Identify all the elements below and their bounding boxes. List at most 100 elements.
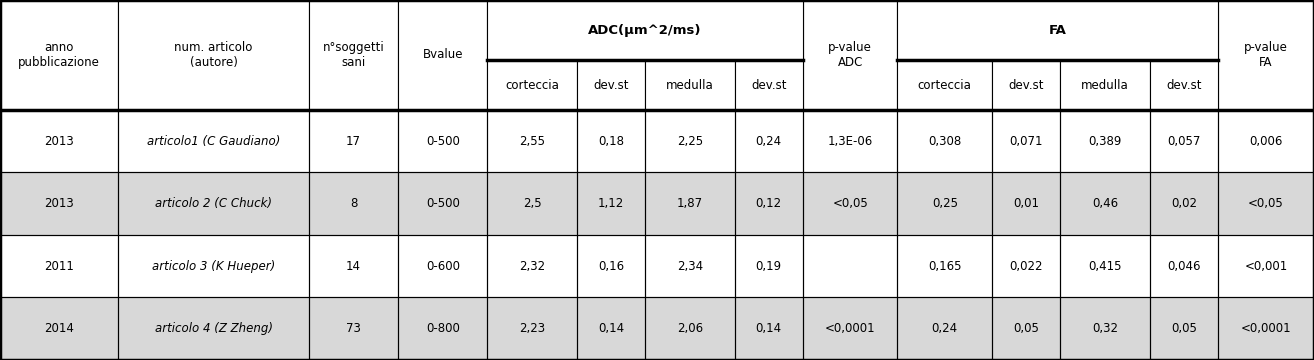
Text: 0,14: 0,14	[756, 322, 782, 335]
Bar	[398, 235, 487, 297]
Text: 2,5: 2,5	[523, 197, 541, 210]
Text: 0,165: 0,165	[928, 260, 962, 273]
Text: num. articolo
(autore): num. articolo (autore)	[175, 41, 252, 69]
Bar	[0, 297, 1314, 360]
Text: 0-800: 0-800	[426, 322, 460, 335]
Bar	[803, 110, 897, 172]
Bar	[645, 110, 735, 172]
Bar	[735, 110, 803, 172]
Bar	[1218, 0, 1314, 110]
Text: articolo 3 (K Hueper): articolo 3 (K Hueper)	[152, 260, 275, 273]
Text: 0,32: 0,32	[1092, 322, 1118, 335]
Bar	[0, 172, 1314, 235]
Text: 0,046: 0,046	[1167, 260, 1201, 273]
Text: dev.st: dev.st	[1166, 78, 1202, 91]
Bar	[118, 172, 309, 235]
Bar	[897, 235, 992, 297]
Text: 1,12: 1,12	[598, 197, 624, 210]
Bar	[1218, 172, 1314, 235]
Bar	[645, 60, 735, 110]
Bar	[0, 110, 1314, 172]
Bar	[577, 172, 645, 235]
Bar	[398, 0, 487, 110]
Bar	[992, 235, 1060, 297]
Bar	[992, 172, 1060, 235]
Text: 2,23: 2,23	[519, 322, 545, 335]
Text: 0,14: 0,14	[598, 322, 624, 335]
Bar	[309, 172, 398, 235]
Bar	[1150, 172, 1218, 235]
Bar	[1060, 235, 1150, 297]
Text: 0,18: 0,18	[598, 135, 624, 148]
Bar	[803, 172, 897, 235]
Text: articolo1 (C Gaudiano): articolo1 (C Gaudiano)	[147, 135, 280, 148]
Bar	[487, 172, 577, 235]
Text: 0,46: 0,46	[1092, 197, 1118, 210]
Bar	[118, 297, 309, 360]
Text: <0,001: <0,001	[1244, 260, 1288, 273]
Bar	[803, 0, 897, 110]
Bar	[1218, 235, 1314, 297]
Bar	[992, 60, 1060, 110]
Bar	[1150, 60, 1218, 110]
Bar	[897, 172, 992, 235]
Text: 0,022: 0,022	[1009, 260, 1043, 273]
Text: medulla: medulla	[666, 78, 714, 91]
Bar	[1060, 172, 1150, 235]
Bar	[735, 235, 803, 297]
Bar	[118, 110, 309, 172]
Text: p-value
ADC: p-value ADC	[828, 41, 872, 69]
Text: 2,25: 2,25	[677, 135, 703, 148]
Bar	[398, 172, 487, 235]
Bar	[992, 110, 1060, 172]
Bar	[803, 297, 897, 360]
Text: 0,071: 0,071	[1009, 135, 1043, 148]
Bar	[577, 60, 645, 110]
Bar	[645, 172, 735, 235]
Bar	[897, 110, 992, 172]
Bar	[577, 297, 645, 360]
Bar	[735, 172, 803, 235]
Bar	[1150, 297, 1218, 360]
Text: dev.st: dev.st	[1008, 78, 1045, 91]
Text: 0-600: 0-600	[426, 260, 460, 273]
Text: 0,25: 0,25	[932, 197, 958, 210]
Text: ADC(μm^2/ms): ADC(μm^2/ms)	[589, 24, 702, 37]
Text: 0,389: 0,389	[1088, 135, 1122, 148]
Bar	[487, 0, 803, 60]
Text: corteccia: corteccia	[917, 78, 972, 91]
Text: dev.st: dev.st	[750, 78, 787, 91]
Text: 0,05: 0,05	[1171, 322, 1197, 335]
Bar	[645, 297, 735, 360]
Bar	[0, 235, 118, 297]
Bar	[1150, 110, 1218, 172]
Text: n°soggetti
sani: n°soggetti sani	[323, 41, 384, 69]
Text: dev.st: dev.st	[593, 78, 629, 91]
Bar	[1218, 297, 1314, 360]
Bar	[1060, 297, 1150, 360]
Bar	[487, 297, 577, 360]
Text: corteccia: corteccia	[505, 78, 560, 91]
Text: 0,16: 0,16	[598, 260, 624, 273]
Text: 0-500: 0-500	[426, 135, 460, 148]
Text: 2,34: 2,34	[677, 260, 703, 273]
Text: FA: FA	[1049, 24, 1067, 37]
Text: 2014: 2014	[45, 322, 74, 335]
Bar	[398, 297, 487, 360]
Text: 0,057: 0,057	[1167, 135, 1201, 148]
Text: anno
pubblicazione: anno pubblicazione	[18, 41, 100, 69]
Bar	[118, 235, 309, 297]
Bar	[0, 172, 118, 235]
Text: 73: 73	[346, 322, 361, 335]
Text: <0,0001: <0,0001	[825, 322, 875, 335]
Text: 0,006: 0,006	[1250, 135, 1282, 148]
Text: <0,0001: <0,0001	[1240, 322, 1292, 335]
Bar	[0, 0, 118, 110]
Text: 0,19: 0,19	[756, 260, 782, 273]
Text: 0,12: 0,12	[756, 197, 782, 210]
Bar	[897, 60, 992, 110]
Text: 2,06: 2,06	[677, 322, 703, 335]
Text: p-value
FA: p-value FA	[1244, 41, 1288, 69]
Text: Bvalue: Bvalue	[423, 48, 463, 62]
Text: articolo 4 (Z Zheng): articolo 4 (Z Zheng)	[155, 322, 272, 335]
